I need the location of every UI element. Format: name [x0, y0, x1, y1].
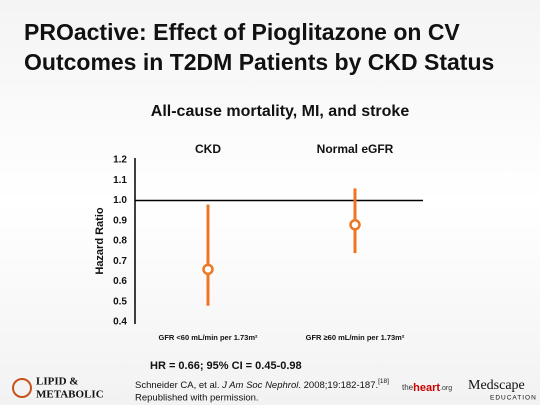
logo-text: Medscape: [468, 378, 525, 393]
citation-part: J Am Soc Nephrol: [221, 380, 299, 391]
citation-part: [18]: [378, 378, 389, 385]
x-tick-label: GFR ≥60 mL/min per 1.73m²: [306, 333, 405, 342]
citation: Schneider CA, et al. J Am Soc Nephrol. 2…: [135, 378, 389, 391]
subtitle: All-cause mortality, MI, and stroke: [151, 103, 410, 120]
x-tick-label: GFR <60 mL/min per 1.73m²: [159, 333, 258, 342]
title-line: Outcomes in T2DM Patients by CKD Status: [24, 49, 494, 75]
y-tick-label: 1.0: [113, 195, 127, 206]
y-tick-label: 0.9: [113, 215, 127, 226]
y-tick-label: 1.1: [113, 175, 127, 186]
permission: Republished with permission.: [135, 393, 259, 404]
y-tick-label: 0.8: [113, 236, 127, 247]
title-line: PROactive: Effect of Pioglitazone on CV: [24, 19, 460, 45]
y-tick-label: 1.2: [113, 155, 127, 166]
logo-text: the: [402, 383, 414, 392]
logo-text: .org: [440, 385, 452, 392]
logo-text: heart: [413, 382, 440, 394]
y-axis-label: Hazard Ratio: [94, 207, 106, 275]
logo-text: LIPID &: [36, 376, 78, 388]
y-tick-label: 0.7: [113, 256, 127, 267]
y-tick-label: 0.5: [113, 296, 127, 307]
citation-part: . 2008;19:182-187.: [298, 380, 378, 391]
logo-icon: [12, 378, 32, 398]
point-estimate: [202, 263, 214, 276]
citation-part: Schneider CA, et al.: [135, 380, 222, 391]
logo-text: EDUCATION: [490, 395, 537, 402]
column-header: Normal eGFR: [317, 142, 394, 156]
y-tick-label: 0.6: [113, 276, 127, 287]
column-header: CKD: [195, 142, 221, 156]
logo-text: METABOLIC: [36, 389, 104, 401]
annotation: HR = 0.66; 95% CI = 0.45-0.98: [150, 360, 302, 372]
logo-heart: theheart.org: [402, 382, 452, 394]
y-tick-label: 0.4: [113, 317, 127, 328]
point-estimate: [349, 219, 361, 231]
